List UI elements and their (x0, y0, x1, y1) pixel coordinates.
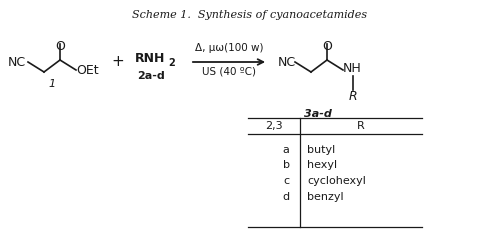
Text: R: R (357, 121, 365, 131)
Text: c: c (283, 176, 289, 186)
Text: NH: NH (343, 62, 362, 74)
Text: 2: 2 (168, 58, 175, 68)
Text: 1: 1 (48, 79, 56, 89)
Text: a: a (282, 145, 290, 155)
Text: US (40 ºC): US (40 ºC) (202, 67, 256, 77)
Text: 3a-d: 3a-d (304, 109, 332, 119)
Text: R: R (348, 90, 358, 104)
Text: benzyl: benzyl (307, 192, 344, 202)
Text: O: O (322, 40, 332, 53)
Text: cyclohexyl: cyclohexyl (307, 176, 366, 186)
Text: d: d (282, 192, 290, 202)
Text: Δ, μω(100 w): Δ, μω(100 w) (195, 43, 263, 53)
Text: butyl: butyl (307, 145, 335, 155)
Text: 2a-d: 2a-d (137, 71, 165, 81)
Text: NC: NC (8, 55, 26, 68)
Text: NC: NC (278, 55, 296, 68)
Text: O: O (55, 40, 65, 53)
Text: RNH: RNH (135, 52, 166, 65)
Text: Scheme 1.  Synthesis of cyanoacetamides: Scheme 1. Synthesis of cyanoacetamides (132, 10, 368, 20)
Text: hexyl: hexyl (307, 160, 337, 170)
Text: +: + (112, 55, 124, 69)
Text: OEt: OEt (76, 63, 98, 76)
Text: b: b (282, 160, 290, 170)
Text: 2,3: 2,3 (265, 121, 283, 131)
